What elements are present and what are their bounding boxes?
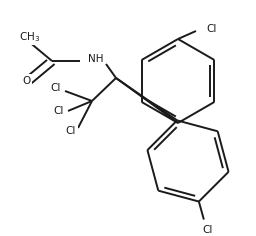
- Text: Cl: Cl: [54, 106, 64, 116]
- Text: Cl: Cl: [203, 224, 213, 235]
- Text: Cl: Cl: [66, 126, 76, 136]
- Text: CH$_3$: CH$_3$: [19, 30, 41, 44]
- Text: Cl: Cl: [206, 24, 216, 34]
- Text: NH: NH: [88, 54, 104, 64]
- Text: O: O: [22, 76, 30, 86]
- Text: Cl: Cl: [51, 83, 61, 93]
